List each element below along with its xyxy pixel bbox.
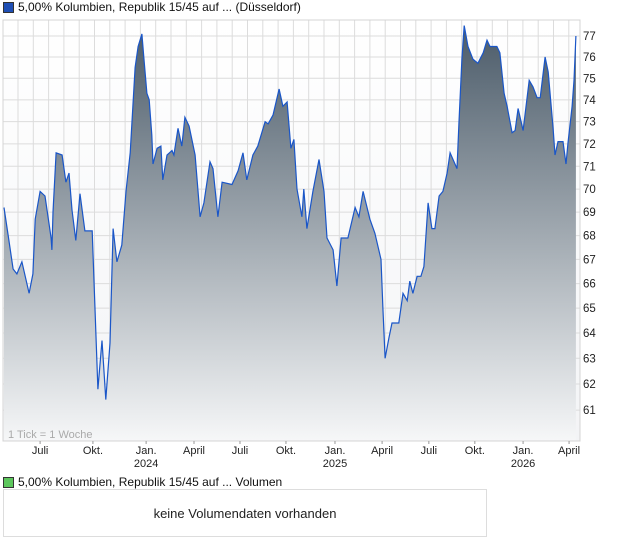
x-tick-label: Juli <box>232 445 249 457</box>
x-tick-label: April <box>371 445 393 457</box>
x-tick-label: April <box>558 445 580 457</box>
price-chart: 61 62 63 64 65 66 67 68 69 70 71 72 73 74 75 76 77 Juli O… <box>2 19 596 470</box>
price-legend: 5,00% Kolumbien, Republik 15/45 auf ... … <box>3 0 301 14</box>
x-tick-label: Okt. <box>83 445 103 457</box>
y-tick-label: 66 <box>583 279 596 291</box>
y-tick-label: 61 <box>583 405 596 417</box>
x-tick-label: Okt. <box>276 445 296 457</box>
x-tick-year: 2025 <box>323 458 347 470</box>
y-tick-label: 63 <box>583 353 596 365</box>
price-line <box>3 25 577 400</box>
x-tick-label: Juli <box>421 445 438 457</box>
tick-note: 1 Tick = 1 Woche <box>8 429 92 441</box>
plot-border <box>2 19 581 442</box>
x-tick-label: April <box>183 445 205 457</box>
y-tick-label: 71 <box>583 161 596 173</box>
y-tick-label: 62 <box>583 379 596 391</box>
volume-legend-label: 5,00% Kolumbien, Republik 15/45 auf ... … <box>18 475 283 489</box>
volume-legend: 5,00% Kolumbien, Republik 15/45 auf ... … <box>3 475 282 489</box>
y-tick-label: 74 <box>583 95 596 107</box>
x-tick-label: Juli <box>32 445 49 457</box>
x-tick-label: Jan. <box>325 445 346 457</box>
x-tick-year: 2026 <box>511 458 535 470</box>
volume-empty-message: keine Volumendaten vorhanden <box>153 505 337 521</box>
x-tick-year: 2024 <box>134 458 158 470</box>
x-tick-label: Okt. <box>465 445 485 457</box>
y-tick-label: 77 <box>583 31 596 43</box>
y-tick-label: 76 <box>583 52 596 64</box>
y-tick-label: 72 <box>583 139 596 151</box>
x-tick-label: Jan. <box>136 445 157 457</box>
volume-legend-swatch <box>3 476 14 488</box>
price-legend-label: 5,00% Kolumbien, Republik 15/45 auf ... … <box>18 0 301 14</box>
y-tick-label: 68 <box>583 231 596 243</box>
price-legend-swatch <box>3 1 14 13</box>
x-tick-label: Jan. <box>513 445 534 457</box>
volume-panel: keine Volumendaten vorhanden <box>3 489 487 537</box>
y-tick-label: 65 <box>583 303 596 315</box>
y-tick-label: 67 <box>583 254 596 266</box>
y-tick-label: 73 <box>583 117 596 129</box>
y-tick-label: 70 <box>583 184 596 196</box>
y-tick-label: 64 <box>583 328 596 340</box>
y-tick-label: 75 <box>583 73 596 85</box>
price-area <box>4 25 576 441</box>
y-tick-label: 69 <box>583 207 596 219</box>
